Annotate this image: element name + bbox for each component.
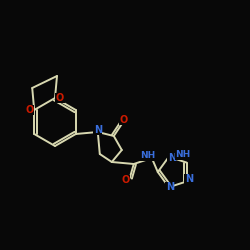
Text: O: O [122,175,130,185]
Text: N: N [94,125,102,135]
Text: O: O [56,93,64,103]
Text: O: O [25,105,33,115]
Text: NH: NH [175,150,190,159]
Text: O: O [120,115,128,125]
Text: N: N [166,182,174,192]
Text: N: N [168,153,176,163]
Text: NH: NH [140,152,156,160]
Text: N: N [185,174,193,184]
